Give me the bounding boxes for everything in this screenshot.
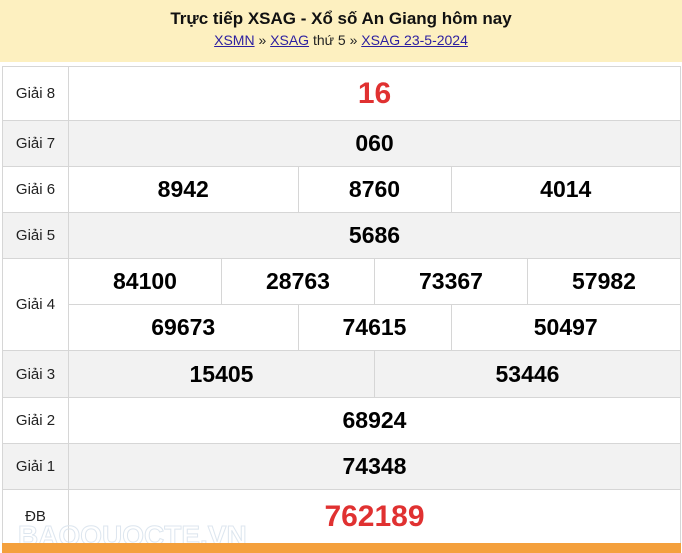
prize-value: 50497 <box>450 304 681 351</box>
row-g7: Giải 7 060 <box>2 120 681 167</box>
prize-value: 28763 <box>221 258 375 305</box>
prize-value: 5686 <box>68 212 681 259</box>
page-header: Trực tiếp XSAG - Xổ số An Giang hôm nay … <box>0 0 682 62</box>
footer-bar <box>2 543 681 553</box>
prize-value: 15405 <box>68 350 375 398</box>
breadcrumb-xsag-link[interactable]: XSAG <box>270 32 310 48</box>
row-g3: Giải 3 15405 53446 <box>2 350 681 398</box>
row-db: ĐB 762189 <box>2 489 681 544</box>
breadcrumb-xsmn-link[interactable]: XSMN <box>214 32 255 48</box>
special-prize-value: 762189 <box>68 489 681 544</box>
prize-value: 8942 <box>68 166 299 213</box>
results-table: Giải 8 16 Giải 7 060 Giải 6 8942 8760 4014 Gi… <box>2 66 681 544</box>
breadcrumb-date-link[interactable]: XSAG 23-5-2024 <box>361 32 468 48</box>
row-g6: Giải 6 8942 8760 4014 <box>2 166 681 213</box>
row-g8: Giải 8 16 <box>2 66 681 121</box>
prize-value: 84100 <box>68 258 222 305</box>
prize-value: 69673 <box>68 304 299 351</box>
prize-value: 16 <box>68 66 681 121</box>
prize-value: 53446 <box>374 350 681 398</box>
prize-value: 4014 <box>450 166 681 213</box>
prize-value: 74615 <box>297 304 452 351</box>
prize-value: 8760 <box>297 166 452 213</box>
row-g4: Giải 4 84100 28763 73367 57982 <box>2 258 681 351</box>
prize-value: 74348 <box>68 443 681 490</box>
prize-value: 57982 <box>527 258 681 305</box>
breadcrumb: XSMN » XSAG thứ 5 » XSAG 23-5-2024 <box>214 32 468 48</box>
page-title: Trực tiếp XSAG - Xổ số An Giang hôm nay <box>170 9 512 28</box>
prize-value: 73367 <box>374 258 528 305</box>
prize-value: 68924 <box>68 397 681 444</box>
prize-value: 060 <box>68 120 681 167</box>
row-g5: Giải 5 5686 <box>2 212 681 259</box>
row-g2: Giải 2 68924 <box>2 397 681 444</box>
row-g1: Giải 1 74348 <box>2 443 681 490</box>
